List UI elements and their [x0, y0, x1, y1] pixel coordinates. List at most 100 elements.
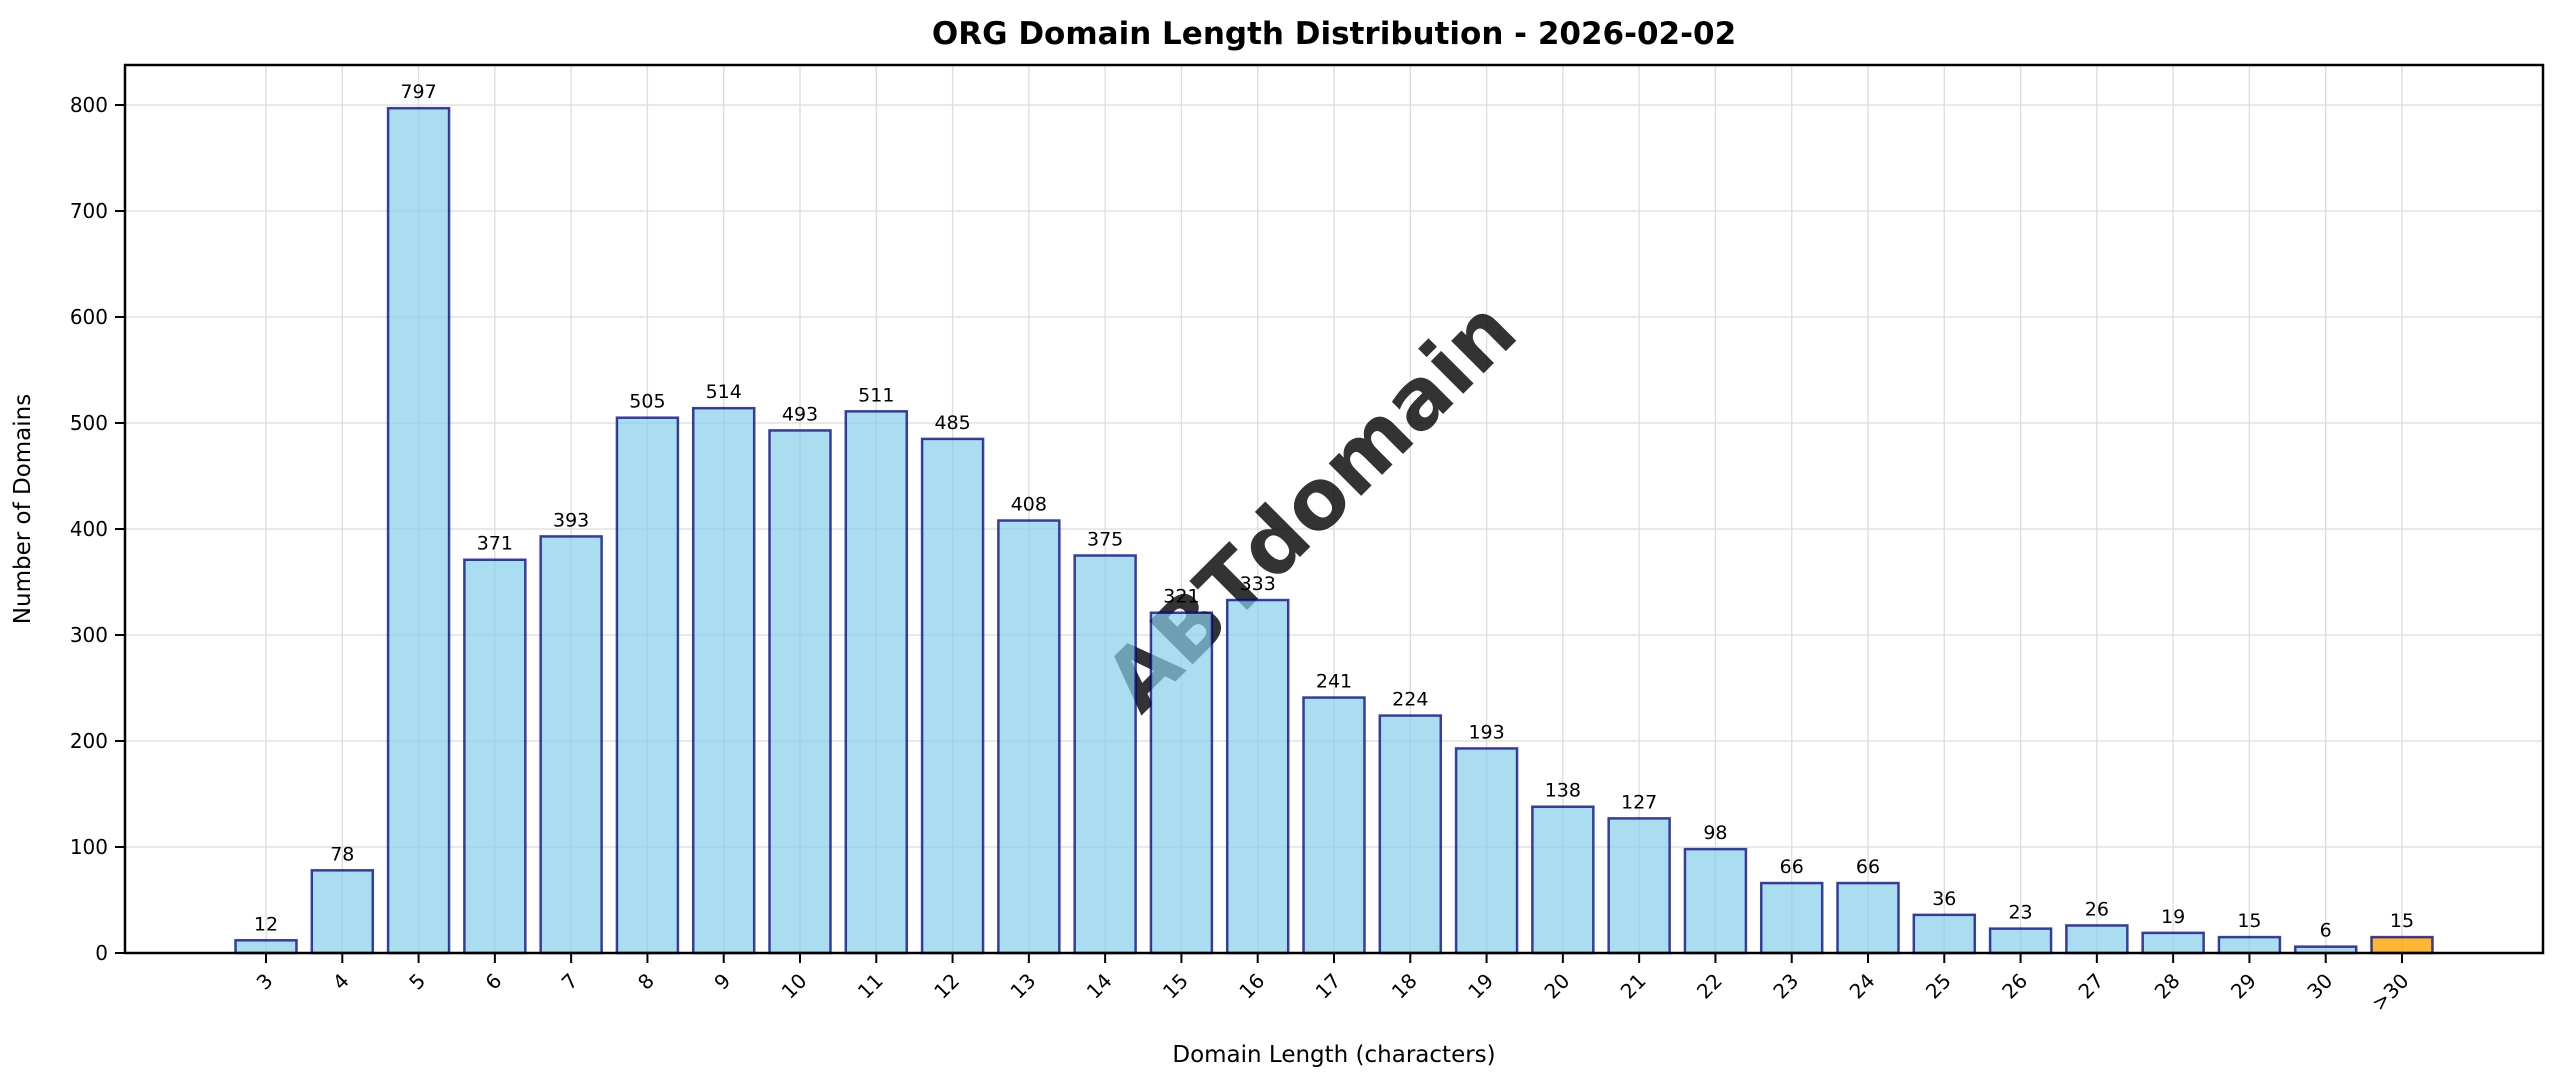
bar	[1912, 913, 1977, 955]
bar-value-label: 138	[1545, 780, 1581, 802]
bar-value-label: 26	[2085, 898, 2109, 920]
bar	[1683, 847, 1748, 955]
x-tick-label: 27	[2073, 969, 2108, 1004]
x-tick-label: 10	[777, 969, 812, 1004]
bar	[2065, 924, 2129, 955]
bar-value-label: 23	[2008, 902, 2032, 924]
x-tick-label: 4	[328, 969, 354, 995]
axis-ticks	[115, 104, 2403, 963]
bar	[2217, 935, 2282, 955]
bar-value-label: 19	[2161, 906, 2185, 928]
bars	[234, 106, 2434, 955]
bar	[310, 869, 375, 955]
bar-value-label: 485	[934, 412, 970, 434]
bar-value-label: 241	[1316, 671, 1352, 693]
x-tick-label: 28	[2150, 969, 2185, 1004]
bar-value-label: 511	[858, 384, 894, 406]
x-tick-label: 16	[1234, 969, 1269, 1004]
bar-value-label: 505	[629, 391, 665, 413]
x-tick-label: 23	[1768, 969, 1803, 1004]
bar	[1759, 881, 1824, 955]
x-tick-label: 30	[2302, 969, 2337, 1004]
bar	[1302, 696, 1366, 955]
bar-value-label: 66	[1780, 856, 1804, 878]
bar	[1149, 611, 1214, 955]
y-tick-label: 700	[70, 199, 108, 223]
y-tick-label: 100	[70, 835, 108, 859]
bar-value-label: 408	[1011, 494, 1047, 516]
bar-value-label: 193	[1468, 721, 1504, 743]
bar	[1988, 927, 2053, 955]
x-tick-label: 3	[252, 969, 278, 995]
bar-value-label: 127	[1621, 791, 1657, 813]
bar	[463, 558, 527, 955]
x-tick-label: 14	[1082, 969, 1117, 1004]
bar	[1836, 881, 1900, 955]
x-tick-labels: 3 4 5 6 7 8 9 10 11 12 13 14 15 16 17 18 19 20 21 22 23 24 25 2…	[252, 969, 2414, 1016]
bar-value-label: 15	[2237, 910, 2261, 932]
y-tick-labels: 0 100 200 300 400 500 600 700 800	[70, 93, 108, 965]
bar	[1607, 817, 1671, 955]
bar-value-label: 66	[1856, 856, 1880, 878]
bar	[615, 416, 680, 955]
x-tick-label: 13	[1005, 969, 1040, 1004]
bar-value-label: 224	[1392, 689, 1428, 711]
x-tick-label: 6	[480, 969, 506, 995]
bar	[920, 437, 985, 955]
bar	[1454, 747, 1519, 955]
x-tick-label: 18	[1387, 969, 1422, 1004]
bar	[2370, 935, 2434, 955]
x-tick-label: 20	[1539, 969, 1574, 1004]
x-tick-label: 17	[1311, 969, 1346, 1004]
bar	[1378, 714, 1443, 955]
x-tick-label: 21	[1616, 969, 1651, 1004]
bar	[844, 410, 909, 955]
y-tick-label: 200	[70, 729, 108, 753]
bar	[768, 429, 832, 955]
x-tick-label: 7	[557, 969, 583, 995]
bar-value-label: 36	[1932, 888, 1956, 910]
bar	[2141, 931, 2205, 955]
x-tick-label: 22	[1692, 969, 1727, 1004]
bar-value-label: 371	[477, 533, 513, 555]
bar-value-label: 375	[1087, 529, 1123, 551]
x-tick-label: 5	[404, 969, 430, 995]
bar	[1225, 598, 1290, 955]
y-tick-label: 300	[70, 623, 108, 647]
bar-value-label: 12	[254, 913, 278, 935]
bar	[691, 406, 756, 955]
bar-value-label: 797	[400, 81, 436, 103]
x-tick-label: 11	[853, 969, 888, 1004]
bar-value-label: 393	[553, 509, 589, 531]
bar	[386, 106, 451, 955]
x-tick-label: 19	[1463, 969, 1498, 1004]
y-tick-label: 500	[70, 411, 108, 435]
bar-value-label: 514	[706, 381, 742, 403]
x-tick-label: 12	[929, 969, 964, 1004]
chart-title: ORG Domain Length Distribution - 2026-02…	[932, 16, 1736, 52]
x-tick-label: 25	[1921, 969, 1956, 1004]
x-tick-label: 15	[1158, 969, 1193, 1004]
bar-value-label: 333	[1240, 573, 1276, 595]
y-axis-title: Number of Domains	[10, 394, 36, 624]
x-tick-label: >30	[2367, 969, 2414, 1016]
x-tick-label: 26	[1997, 969, 2032, 1004]
y-tick-label: 400	[70, 517, 108, 541]
bar-value-label: 321	[1163, 586, 1199, 608]
x-tick-label: 29	[2226, 969, 2261, 1004]
bar	[234, 939, 298, 955]
bar	[1531, 805, 1595, 955]
bar	[539, 535, 603, 955]
bar-value-label: 15	[2390, 910, 2414, 932]
bar-value-labels: 12 78 797 371 393 505 514 493 511 485 408 375 321 333…	[254, 81, 2414, 941]
bar-value-label: 98	[1703, 822, 1727, 844]
x-tick-label: 24	[1845, 969, 1880, 1004]
x-axis-title: Domain Length (characters)	[1172, 1042, 1495, 1068]
x-tick-label: 8	[633, 969, 659, 995]
bar	[997, 519, 1061, 955]
bar-value-label: 493	[782, 403, 818, 425]
bar-value-label: 6	[2320, 920, 2332, 942]
y-tick-label: 600	[70, 305, 108, 329]
y-tick-label: 0	[95, 941, 108, 965]
